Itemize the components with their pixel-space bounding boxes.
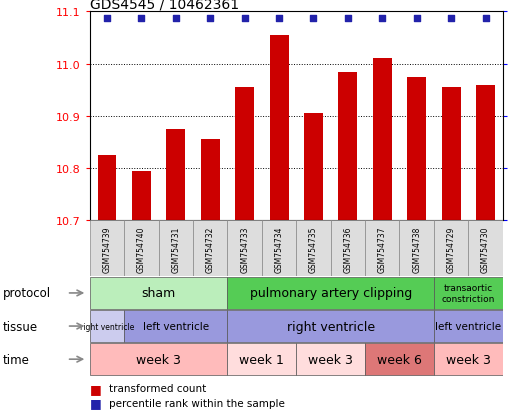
Bar: [296, 344, 365, 375]
Text: GSM754739: GSM754739: [103, 225, 111, 272]
Text: GSM754731: GSM754731: [171, 225, 180, 272]
Bar: [270, 36, 288, 221]
Text: left ventricle: left ventricle: [143, 321, 209, 331]
Bar: [97, 156, 116, 221]
Text: GSM754735: GSM754735: [309, 225, 318, 272]
Bar: [400, 221, 434, 277]
Text: GSM754730: GSM754730: [481, 225, 490, 272]
Bar: [227, 221, 262, 277]
Text: week 3: week 3: [136, 353, 181, 366]
Bar: [373, 59, 392, 221]
Bar: [442, 88, 461, 221]
Text: week 1: week 1: [240, 353, 284, 366]
Point: [447, 15, 455, 22]
Text: GSM754736: GSM754736: [343, 225, 352, 272]
Point: [344, 15, 352, 22]
Bar: [132, 171, 151, 221]
Text: GSM754740: GSM754740: [137, 225, 146, 272]
Text: GSM754738: GSM754738: [412, 225, 421, 272]
Text: pulmonary artery clipping: pulmonary artery clipping: [249, 287, 412, 300]
Text: left ventricle: left ventricle: [435, 321, 501, 331]
Text: protocol: protocol: [3, 287, 51, 300]
Text: ■: ■: [90, 396, 102, 409]
Bar: [90, 221, 124, 277]
Text: right ventricle: right ventricle: [287, 320, 374, 333]
Bar: [227, 344, 296, 375]
Point: [309, 15, 318, 22]
Bar: [468, 221, 503, 277]
Bar: [296, 221, 331, 277]
Point: [103, 15, 111, 22]
Bar: [434, 278, 503, 309]
Bar: [262, 221, 296, 277]
Text: transformed count: transformed count: [109, 383, 207, 393]
Bar: [201, 140, 220, 221]
Bar: [227, 278, 434, 309]
Text: GSM754737: GSM754737: [378, 225, 387, 272]
Text: transaortic
constriction: transaortic constriction: [442, 284, 495, 303]
Text: tissue: tissue: [3, 320, 37, 333]
Text: GSM754732: GSM754732: [206, 225, 215, 272]
Bar: [90, 344, 227, 375]
Bar: [407, 78, 426, 221]
Bar: [434, 221, 468, 277]
Bar: [304, 114, 323, 221]
Text: GSM754729: GSM754729: [447, 225, 456, 272]
Text: week 3: week 3: [446, 353, 491, 366]
Text: week 3: week 3: [308, 353, 353, 366]
Text: week 6: week 6: [377, 353, 422, 366]
Text: ■: ■: [90, 382, 102, 395]
Bar: [365, 221, 400, 277]
Bar: [124, 221, 159, 277]
Point: [412, 15, 421, 22]
Point: [241, 15, 249, 22]
Point: [137, 15, 146, 22]
Bar: [193, 221, 227, 277]
Bar: [365, 344, 434, 375]
Point: [172, 15, 180, 22]
Bar: [124, 311, 227, 342]
Text: percentile rank within the sample: percentile rank within the sample: [109, 398, 285, 408]
Point: [481, 15, 489, 22]
Bar: [331, 221, 365, 277]
Bar: [339, 72, 358, 221]
Bar: [434, 311, 503, 342]
Point: [378, 15, 386, 22]
Text: GSM754734: GSM754734: [274, 225, 284, 272]
Bar: [476, 85, 495, 221]
Text: GSM754733: GSM754733: [240, 225, 249, 272]
Text: GDS4545 / 10462361: GDS4545 / 10462361: [90, 0, 239, 11]
Bar: [90, 311, 124, 342]
Bar: [166, 130, 185, 221]
Bar: [235, 88, 254, 221]
Point: [206, 15, 214, 22]
Bar: [90, 278, 227, 309]
Point: [275, 15, 283, 22]
Text: right ventricle: right ventricle: [80, 322, 134, 331]
Text: sham: sham: [142, 287, 176, 300]
Bar: [159, 221, 193, 277]
Bar: [434, 344, 503, 375]
Text: time: time: [3, 353, 29, 366]
Bar: [227, 311, 434, 342]
